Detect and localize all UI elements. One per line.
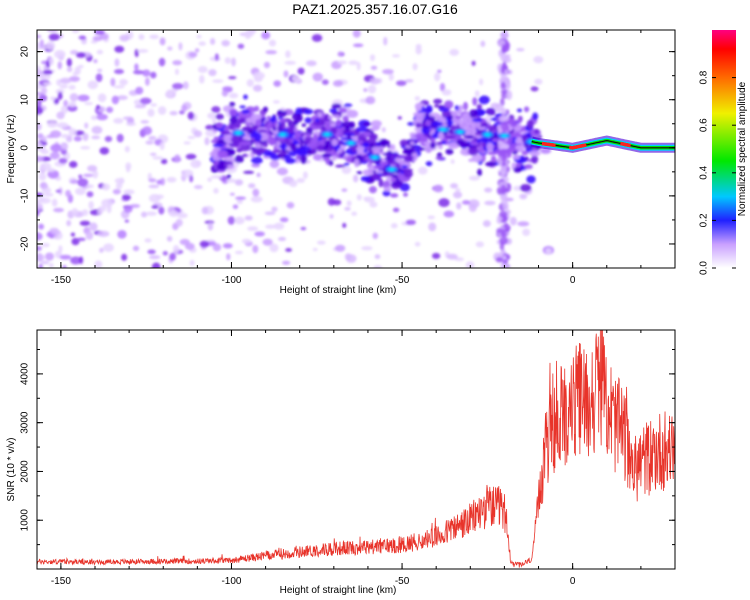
spectrogram-frame — [36, 29, 676, 269]
colorbar-tick-label: 0.0 — [699, 261, 710, 275]
bottom-x-tick-label: -150 — [51, 576, 71, 587]
colorbar-tick-label: 0.8 — [699, 70, 710, 84]
colorbar-label: Normalized spectral amplitude — [737, 81, 748, 216]
colorbar-tick-label: 0.4 — [699, 165, 710, 179]
colorbar-tick-label: 0.2 — [699, 213, 710, 227]
bottom-x-axis-label: Height of straight line (km) — [280, 585, 397, 596]
bottom-x-tick-label: -100 — [221, 576, 241, 587]
top-x-tick-label: 0 — [570, 275, 576, 286]
snr-panel: -150 -100 -50 0 1000 2000 3000 4000 Height of st… — [6, 329, 676, 596]
bottom-x-tick-label: 0 — [570, 576, 576, 587]
top-y-tick-label: 20 — [20, 46, 31, 58]
chart-title: PAZ1.2025.357.16.07.G16 — [292, 1, 458, 17]
top-x-tick-label: -100 — [221, 275, 241, 286]
bottom-y-tick-label: 2000 — [20, 460, 31, 483]
top-x-axis-label: Height of straight line (km) — [280, 285, 397, 296]
colorbar-tick-label: 0.6 — [699, 118, 710, 132]
bottom-y-tick-label: 3000 — [20, 411, 31, 434]
top-y-tick-label: 10 — [20, 94, 31, 106]
top-y-tick-label: -20 — [20, 236, 31, 251]
spectrogram-blobs — [37, 30, 675, 268]
colorbar-gradient — [712, 30, 736, 268]
snr-series-line — [37, 330, 675, 568]
top-y-axis-label: Frequency (Hz) — [6, 115, 17, 184]
colorbar: 0.0 0.2 0.4 0.6 0.8 Normalized spectral ampli… — [699, 30, 748, 275]
top-y-tick-label: 0 — [20, 145, 31, 151]
top-y-tick-label: -10 — [20, 188, 31, 203]
top-x-tick-label: -150 — [51, 275, 71, 286]
top-x-tick-label: -50 — [395, 275, 410, 286]
bottom-y-tick-label: 1000 — [20, 509, 31, 532]
spectrogram-ridge-line — [530, 135, 675, 153]
snr-frame — [36, 329, 676, 570]
bottom-x-tick-label: -50 — [395, 576, 410, 587]
bottom-y-axis-label: SNR (10 * v/v) — [6, 438, 17, 502]
bottom-y-tick-label: 4000 — [20, 362, 31, 385]
